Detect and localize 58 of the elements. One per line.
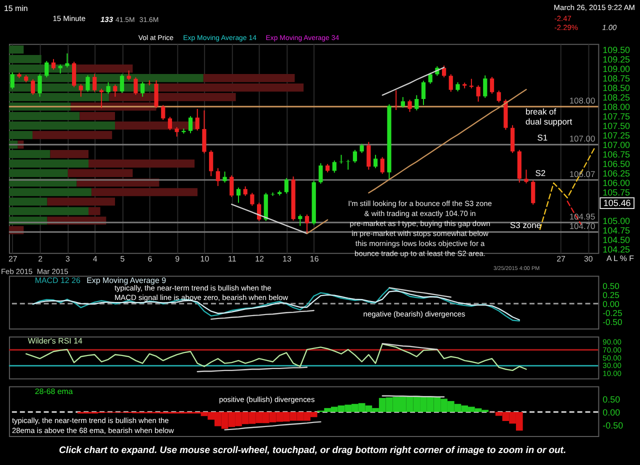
- y-tick-label: 104.25: [602, 244, 630, 255]
- y-tick-label: 107.00: [602, 140, 630, 150]
- annotation: S3 zone: [510, 220, 542, 230]
- x-tick-label: 4: [92, 254, 98, 264]
- ref-line-label: 104.70: [569, 221, 596, 232]
- y-tick-label: 109.25: [602, 54, 630, 65]
- chart-title: Wilder's RSI 14: [28, 336, 83, 346]
- y-tick-label: 104.75: [602, 226, 630, 236]
- x-tick-label: 27: [556, 254, 566, 264]
- text: Click chart to expand. Use mouse scroll-wheel, touchpad, or drag bottom right corner of image to zoom in or out.: [59, 444, 566, 456]
- y-tick-label: 107.75: [602, 112, 630, 122]
- text: MACD 12 26: [34, 276, 81, 285]
- y-tick-label: 0.25: [602, 290, 620, 300]
- x-tick-label: 2: [38, 254, 44, 264]
- text: A L % F: [606, 254, 634, 263]
- y-tick-label: 108.50: [602, 83, 630, 94]
- y-tick-label: 109.00: [602, 64, 630, 74]
- x-tick-label: 12: [255, 254, 265, 264]
- y-tick-label: 105.00: [602, 216, 630, 226]
- y-tick-label: 105.75: [602, 188, 630, 198]
- x-tick-label: 9: [175, 254, 180, 264]
- y-tick-label: 0.00: [602, 299, 620, 310]
- x-tick-label: 6: [148, 254, 153, 264]
- x-tick-label: 3: [65, 254, 70, 264]
- y-tick-label: 0.00: [602, 407, 620, 418]
- y-tick-label: 106.50: [602, 159, 630, 170]
- ref-line-label: 107.00: [569, 134, 596, 144]
- x-tick-label: 5: [120, 254, 126, 264]
- ref-line-label: 106.07: [569, 168, 596, 179]
- ref-line-label: 108.00: [569, 96, 596, 106]
- x-tick-label: 10: [200, 254, 210, 264]
- x-tick-label: 27: [8, 254, 18, 264]
- y-tick-label: 0.50: [602, 281, 620, 292]
- y-tick-label: 106.00: [602, 178, 630, 188]
- y-tick-label: -0.50: [602, 317, 622, 328]
- y-tick-label: 108.25: [602, 92, 630, 103]
- x-tick-label: 13: [282, 254, 292, 264]
- text: 15 min: [4, 4, 28, 14]
- y-tick-label: -0.25: [602, 308, 622, 318]
- y-tick-label: 0.50: [602, 394, 620, 404]
- y-tick-label: 106.25: [602, 168, 630, 179]
- y-tick-label: 108.75: [602, 74, 630, 84]
- y-tick-label: 107.50: [602, 121, 630, 132]
- text: Exp Moving Average 9: [86, 276, 167, 285]
- y-tick-label: 104.50: [602, 235, 630, 246]
- x-tick-label: 16: [310, 254, 320, 264]
- x-tick-label: 30: [584, 254, 594, 264]
- annotation: S2: [535, 168, 546, 178]
- y-tick-label: 107.25: [602, 130, 630, 141]
- x-tick-label: 11: [228, 254, 237, 264]
- annotation: break of dual support: [526, 106, 573, 127]
- y-tick-label: 108.00: [602, 102, 630, 112]
- chart-title: 28-68 ema: [34, 387, 74, 396]
- y-tick-label: -0.50: [602, 420, 624, 430]
- annotation: S1: [537, 132, 548, 143]
- annotation: 105.46: [603, 198, 631, 208]
- y-tick-label: 106.75: [602, 150, 630, 160]
- y-tick-label: 109.50: [602, 45, 630, 56]
